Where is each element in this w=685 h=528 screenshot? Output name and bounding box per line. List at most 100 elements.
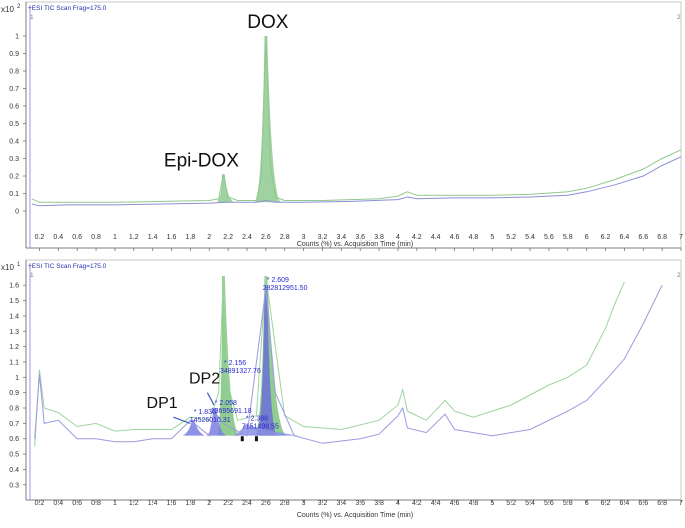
x-tick-label: 1.6 — [167, 234, 177, 241]
series-line-2 — [34, 284, 663, 444]
x-tick-label: 3.8 — [374, 500, 384, 507]
peak-label-rt: * 2.058 — [215, 400, 237, 407]
chart-header: +ESI TIC Scan Frag=175.0 — [28, 5, 107, 12]
series-line-2 — [31, 156, 682, 207]
y-tick-label: 0.5 — [9, 121, 19, 128]
dp1-arrow — [173, 416, 191, 424]
filled-peak-1 — [216, 276, 240, 436]
y-tick-label: 0.6 — [9, 104, 19, 111]
x-tick-label: 6.8 — [657, 234, 667, 241]
x-tick-label: 4.2 — [412, 234, 422, 241]
x-axis-label: Counts (%) vs. Acquisition Time (min) — [297, 512, 413, 519]
y-tick-label: 0.3 — [9, 156, 19, 163]
x-tick-label: 0.6 — [72, 500, 82, 507]
y-tick-label: 0.6 — [9, 436, 19, 443]
x-tick-label: 1 — [113, 234, 117, 241]
filled-peak-6 — [232, 424, 299, 436]
x-tick-label: 4.6 — [450, 500, 460, 507]
x-tick-label: 6.8 — [657, 500, 667, 507]
x-tick-label: 5.4 — [525, 234, 535, 241]
y-tick-label: 1.3 — [9, 329, 19, 336]
x-tick-label: 5 — [490, 234, 494, 241]
x-tick-label: 1.8 — [186, 500, 196, 507]
x-tick-label: 6.4 — [620, 234, 630, 241]
annotation-dp1: DP1 — [147, 395, 178, 412]
y-tick-label: 1.2 — [9, 344, 19, 351]
x-tick-label: 5 — [490, 500, 494, 507]
x-tick-label: 0.4 — [53, 234, 63, 241]
x-tick-label: 0.6 — [72, 234, 82, 241]
y-tick-label: 0.8 — [9, 69, 19, 76]
x-tick-label: 2.6 — [261, 500, 271, 507]
y-tick-label: 1.1 — [9, 359, 19, 366]
x-tick-label: 2.8 — [280, 500, 290, 507]
x-tick-label: 2 — [207, 500, 211, 507]
x-tick-label: 1.4 — [148, 234, 158, 241]
annotation-epi-dox: Epi-DOX — [164, 150, 239, 171]
y-tick-label: 1.4 — [9, 313, 19, 320]
x-tick-label: 2.2 — [223, 234, 233, 241]
x-tick-label: 5.2 — [506, 234, 516, 241]
x-tick-label: 1.8 — [186, 234, 196, 241]
x-tick-label: 3.6 — [355, 500, 365, 507]
x-tick-label: 5.4 — [525, 500, 535, 507]
x-tick-label: 7 — [679, 234, 683, 241]
x-tick-label: 6 — [585, 234, 589, 241]
x-tick-label: 6.2 — [601, 500, 611, 507]
dp2-arrow — [206, 392, 215, 406]
y-tick-label: 0.4 — [9, 139, 19, 146]
corner-label-right: 2 — [677, 272, 681, 279]
y-tick-label: 1.6 — [9, 283, 19, 290]
filled-peak-4 — [182, 420, 205, 436]
series-line-1 — [34, 275, 625, 447]
x-tick-label: 6.6 — [638, 234, 648, 241]
peak-label-rt: * 2.388 — [246, 415, 268, 422]
x-tick-label: 3 — [302, 234, 306, 241]
peak-label-area: 7151498.55 — [242, 423, 279, 430]
y-scale-label: x10 — [1, 5, 14, 14]
x-tick-label: 1.4 — [148, 500, 158, 507]
x-tick-label: 6.4 — [620, 500, 630, 507]
corner-label-right: 2 — [677, 14, 681, 21]
y-tick-label: 0.7 — [9, 86, 19, 93]
x-tick-label: 0.4 — [53, 500, 63, 507]
x-tick-label: 4.8 — [469, 234, 479, 241]
x-tick-label: 6.2 — [601, 234, 611, 241]
y-tick-label: 0.9 — [9, 51, 19, 58]
x-tick-label: 1.6 — [167, 500, 177, 507]
x-tick-label: 0.2 — [35, 234, 45, 241]
x-tick-label: 5.6 — [544, 500, 554, 507]
x-tick-label: 3.2 — [318, 500, 328, 507]
x-tick-label: 3.8 — [374, 234, 384, 241]
peak-label-area: 34891327.76 — [220, 368, 261, 375]
y-tick-label: 0.9 — [9, 390, 19, 397]
peak-label-rt: * 2.609 — [267, 277, 289, 284]
y-tick-label: 1 — [15, 34, 19, 41]
x-tick-label: 3.6 — [355, 234, 365, 241]
chart-header: +ESI TIC Scan Frag=175.0 — [28, 263, 107, 270]
y-tick-label: 0.7 — [9, 421, 19, 428]
x-tick-label: 3.4 — [336, 234, 346, 241]
x-tick-label: 4.4 — [431, 234, 441, 241]
y-tick-label: 1.5 — [9, 298, 19, 305]
x-tick-label: 2.2 — [223, 500, 233, 507]
integration-mark-2 — [254, 436, 258, 442]
filled-peak-3 — [256, 285, 278, 436]
corner-label-left: 1 — [30, 14, 34, 21]
series-line-1 — [31, 35, 682, 203]
annotation-dox: DOX — [247, 12, 289, 33]
x-tick-label: 3.4 — [336, 500, 346, 507]
x-tick-label: 1.2 — [129, 234, 139, 241]
plot-frame — [25, 1, 682, 249]
x-tick-label: 5.8 — [563, 500, 573, 507]
y-tick-label: 0.3 — [9, 482, 19, 489]
filled-peak-5 — [206, 408, 227, 436]
x-tick-label: 2.4 — [242, 500, 252, 507]
peak-label-area: 282812951.50 — [263, 285, 308, 292]
x-tick-label: 4 — [396, 500, 400, 507]
y-tick-label: 0.2 — [9, 174, 19, 181]
y-scale-exponent: 2 — [17, 4, 21, 10]
y-scale-label: x10 — [1, 263, 14, 272]
x-tick-label: 2 — [207, 234, 211, 241]
